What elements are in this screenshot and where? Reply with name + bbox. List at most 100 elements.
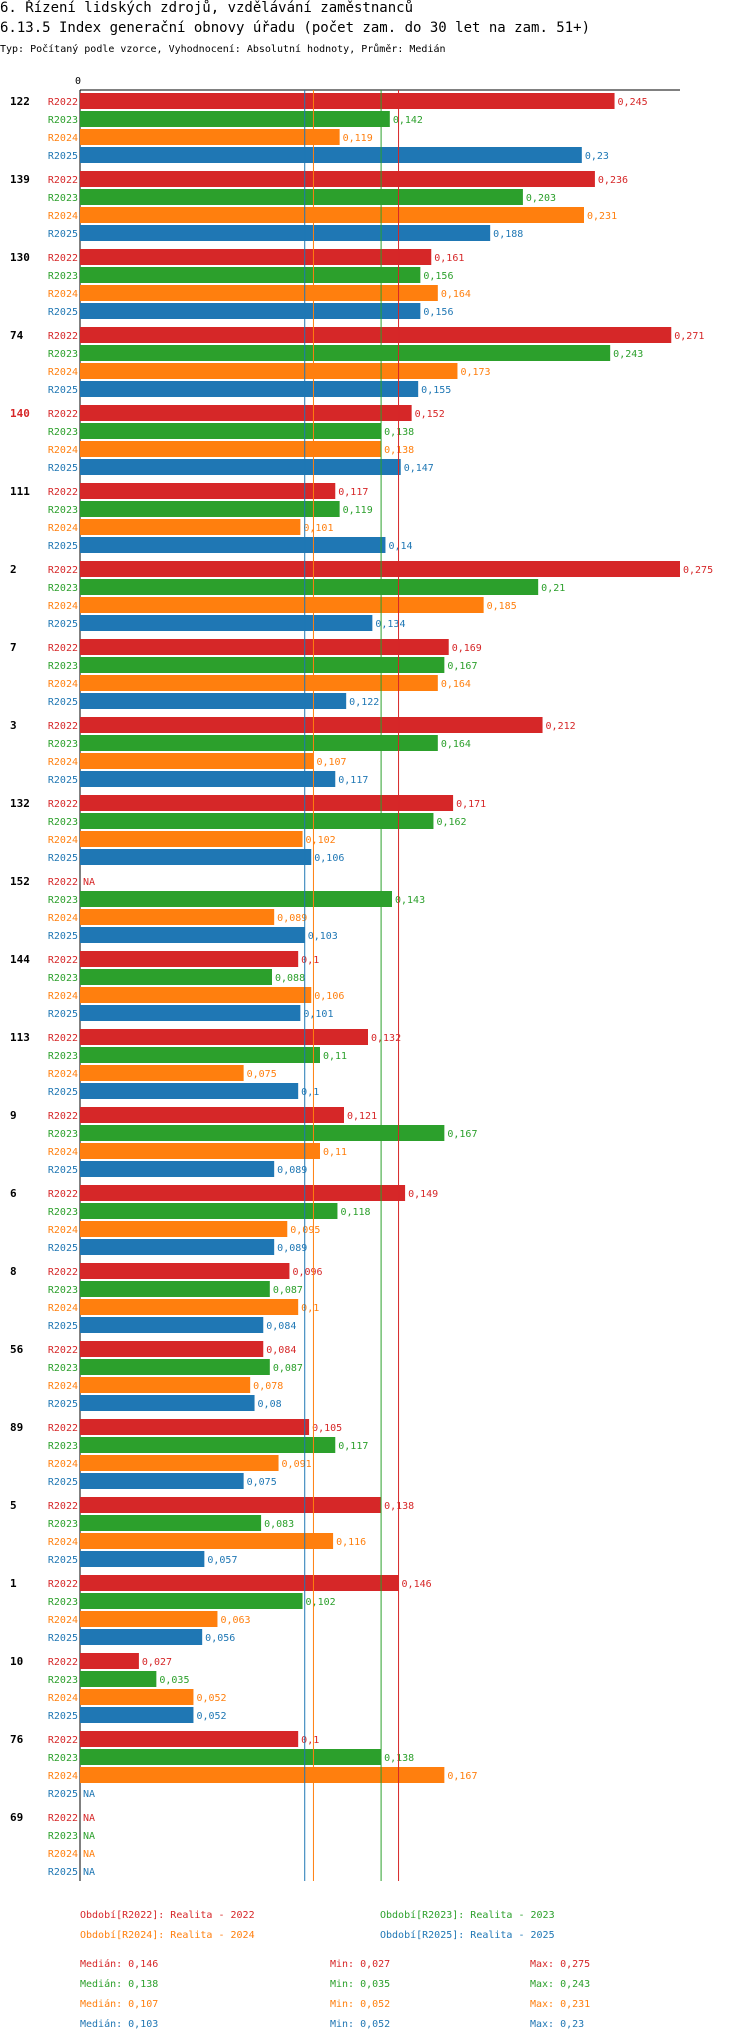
series-label-8-R2024: R2024 xyxy=(48,1303,78,1314)
value-label-152-R2023: 0,143 xyxy=(395,895,425,906)
value-label-139-R2025: 0,188 xyxy=(493,229,523,240)
group-label-8: 8 xyxy=(10,1265,17,1278)
series-label-5-R2023: R2023 xyxy=(48,1519,78,1530)
bar-9-R2023 xyxy=(80,1125,445,1141)
series-label-2-R2024: R2024 xyxy=(48,601,78,612)
bar-140-R2024 xyxy=(80,441,382,457)
series-label-2-R2025: R2025 xyxy=(48,619,78,630)
series-label-113-R2023: R2023 xyxy=(48,1051,78,1062)
bar-8-R2024 xyxy=(80,1299,299,1315)
value-label-56-R2023: 0,087 xyxy=(273,1363,303,1374)
series-label-139-R2022: R2022 xyxy=(48,175,78,186)
bar-8-R2023 xyxy=(80,1281,270,1297)
value-label-130-R2024: 0,164 xyxy=(441,289,471,300)
bar-144-R2025 xyxy=(80,1005,301,1021)
value-label-130-R2023: 0,156 xyxy=(423,271,453,282)
value-label-139-R2023: 0,203 xyxy=(526,193,556,204)
bar-2-R2025 xyxy=(80,615,373,631)
value-label-113-R2023: 0,11 xyxy=(323,1051,347,1062)
stat-max-r2022: Max: 0,275 xyxy=(530,1959,591,1970)
value-label-5-R2025: 0,057 xyxy=(207,1555,237,1566)
value-label-3-R2022: 0,212 xyxy=(546,721,576,732)
bar-3-R2024 xyxy=(80,753,314,769)
legend-period-r2022: Období[R2022]: Realita - 2022 xyxy=(80,1910,255,1921)
value-label-5-R2024: 0,116 xyxy=(336,1537,366,1548)
value-label-2-R2022: 0,275 xyxy=(683,565,713,576)
series-label-1-R2023: R2023 xyxy=(48,1597,78,1608)
series-label-9-R2024: R2024 xyxy=(48,1147,78,1158)
bar-6-R2024 xyxy=(80,1221,288,1237)
bar-10-R2024 xyxy=(80,1689,194,1705)
series-label-69-R2023: R2023 xyxy=(48,1831,78,1842)
chart-meta: Typ: Počítaný podle vzorce, Vyhodnocení:… xyxy=(0,44,446,55)
group-label-6: 6 xyxy=(10,1187,17,1200)
group-label-69: 69 xyxy=(10,1811,23,1824)
value-label-7-R2024: 0,164 xyxy=(441,679,471,690)
series-label-56-R2024: R2024 xyxy=(48,1381,78,1392)
series-label-132-R2025: R2025 xyxy=(48,853,78,864)
chart-title: 6. Řízení lidských zdrojů, vzdělávání za… xyxy=(0,0,414,16)
bar-5-R2023 xyxy=(80,1515,262,1531)
value-label-132-R2023: 0,162 xyxy=(436,817,466,828)
value-label-140-R2025: 0,147 xyxy=(404,463,434,474)
axis-zero-label: 0 xyxy=(75,76,81,87)
series-label-7-R2022: R2022 xyxy=(48,643,78,654)
bar-111-R2022 xyxy=(80,483,336,499)
value-label-1-R2023: 0,102 xyxy=(306,1597,336,1608)
series-label-8-R2022: R2022 xyxy=(48,1267,78,1278)
bar-3-R2023 xyxy=(80,735,438,751)
bar-113-R2022 xyxy=(80,1029,368,1045)
series-label-122-R2023: R2023 xyxy=(48,115,78,126)
series-label-89-R2022: R2022 xyxy=(48,1423,78,1434)
series-label-7-R2025: R2025 xyxy=(48,697,78,708)
value-label-3-R2024: 0,107 xyxy=(316,757,346,768)
series-label-8-R2023: R2023 xyxy=(48,1285,78,1296)
series-label-56-R2025: R2025 xyxy=(48,1399,78,1410)
value-label-144-R2025: 0,101 xyxy=(303,1009,333,1020)
series-label-6-R2023: R2023 xyxy=(48,1207,78,1218)
bar-7-R2025 xyxy=(80,693,347,709)
group-label-113: 113 xyxy=(10,1031,30,1044)
group-label-3: 3 xyxy=(10,719,17,732)
bar-139-R2025 xyxy=(80,225,491,241)
series-label-132-R2022: R2022 xyxy=(48,799,78,810)
series-label-1-R2024: R2024 xyxy=(48,1615,78,1626)
series-label-3-R2022: R2022 xyxy=(48,721,78,732)
series-label-10-R2025: R2025 xyxy=(48,1711,78,1722)
value-label-144-R2022: 0,1 xyxy=(301,955,319,966)
value-label-144-R2024: 0,106 xyxy=(314,991,344,1002)
chart-subtitle: 6.13.5 Index generační obnovy úřadu (poč… xyxy=(0,20,591,36)
series-label-111-R2025: R2025 xyxy=(48,541,78,552)
stat-max-r2024: Max: 0,231 xyxy=(530,1999,591,2010)
series-label-113-R2022: R2022 xyxy=(48,1033,78,1044)
series-label-152-R2025: R2025 xyxy=(48,931,78,942)
series-label-144-R2024: R2024 xyxy=(48,991,78,1002)
series-label-69-R2025: R2025 xyxy=(48,1867,78,1878)
value-label-7-R2025: 0,122 xyxy=(349,697,379,708)
value-label-8-R2024: 0,1 xyxy=(301,1303,319,1314)
bar-5-R2024 xyxy=(80,1533,334,1549)
group-label-111: 111 xyxy=(10,485,30,498)
bar-89-R2025 xyxy=(80,1473,244,1489)
value-label-132-R2022: 0,171 xyxy=(456,799,486,810)
series-label-122-R2025: R2025 xyxy=(48,151,78,162)
series-label-69-R2024: R2024 xyxy=(48,1849,78,1860)
bar-7-R2023 xyxy=(80,657,445,673)
series-label-130-R2022: R2022 xyxy=(48,253,78,264)
series-label-10-R2023: R2023 xyxy=(48,1675,78,1686)
bar-130-R2024 xyxy=(80,285,438,301)
value-label-76-R2023: 0,138 xyxy=(384,1753,414,1764)
bar-1-R2025 xyxy=(80,1629,203,1645)
bar-74-R2025 xyxy=(80,381,419,397)
group-label-10: 10 xyxy=(10,1655,23,1668)
bar-89-R2023 xyxy=(80,1437,336,1453)
stat-min-r2022: Min: 0,027 xyxy=(330,1959,391,1970)
bar-10-R2025 xyxy=(80,1707,194,1723)
bar-113-R2025 xyxy=(80,1083,299,1099)
group-label-89: 89 xyxy=(10,1421,23,1434)
series-label-132-R2024: R2024 xyxy=(48,835,78,846)
na-label-69-R2023: NA xyxy=(83,1831,95,1842)
series-label-140-R2022: R2022 xyxy=(48,409,78,420)
stat-median-r2022: Medián: 0,146 xyxy=(80,1959,159,1970)
